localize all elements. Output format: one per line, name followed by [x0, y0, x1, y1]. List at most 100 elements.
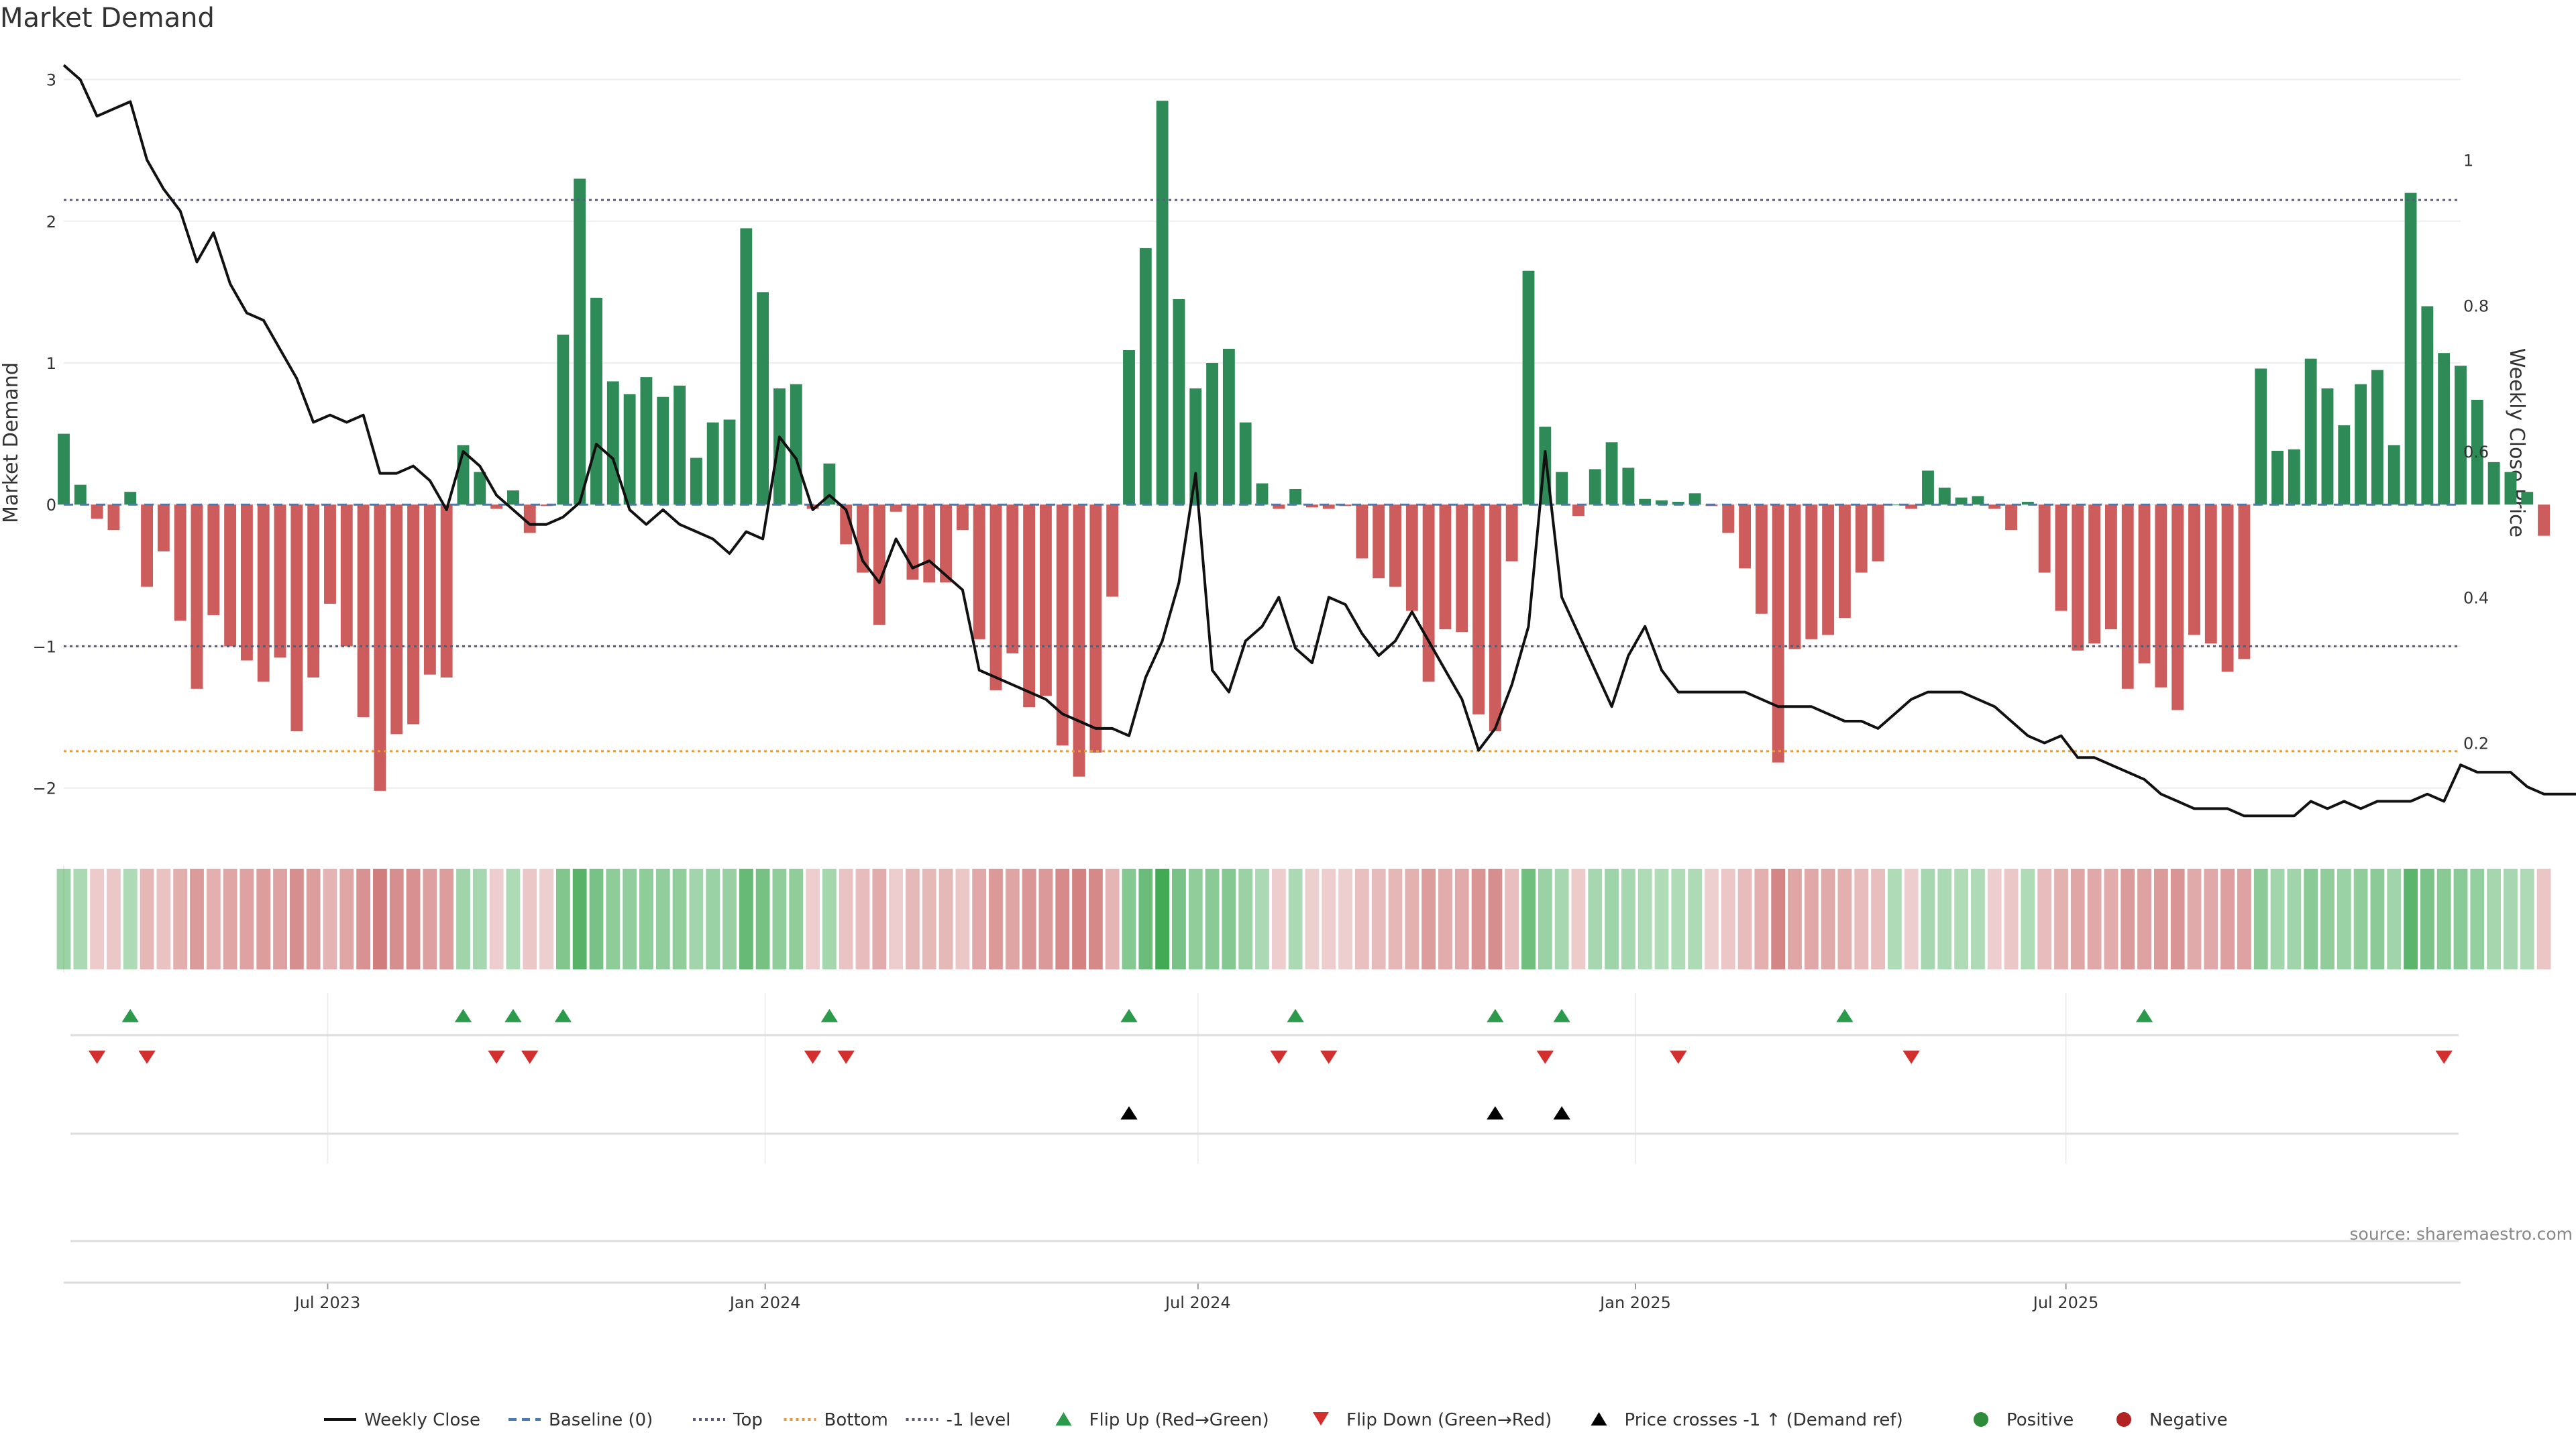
legend-item: Positive — [1974, 1410, 2074, 1430]
demand-bar — [1772, 504, 1784, 763]
legend-swatch — [1313, 1412, 1329, 1426]
heat-cell — [1788, 869, 1802, 969]
demand-bar — [1522, 270, 1535, 505]
flip-down-marker — [138, 1051, 156, 1064]
heat-cell — [938, 869, 953, 969]
demand-bar — [890, 504, 902, 512]
demand-bar — [2038, 504, 2051, 573]
demand-bar — [1572, 504, 1585, 517]
heat-cell — [2320, 869, 2334, 969]
heat-cell — [123, 869, 138, 969]
x-tick-label: Jan 2024 — [729, 1293, 801, 1312]
heat-cell — [1088, 869, 1103, 969]
demand-bar — [2288, 449, 2300, 505]
demand-bar — [307, 504, 320, 678]
demand-bar — [1222, 348, 1235, 505]
heat-cell — [1621, 869, 1635, 969]
heat-cell — [1388, 869, 1403, 969]
heat-cell — [1971, 869, 1985, 969]
demand-bar — [1322, 504, 1335, 509]
legend-item: Flip Up (Red→Green) — [1055, 1410, 1269, 1430]
heat-cell — [606, 869, 621, 969]
demand-bar — [324, 504, 336, 604]
heat-cell — [1638, 869, 1652, 969]
demand-bar — [157, 504, 170, 551]
demand-bar — [107, 504, 120, 531]
heat-cell — [1055, 869, 1070, 969]
demand-bar — [1273, 504, 1285, 509]
demand-bar — [2521, 492, 2534, 505]
demand-bar — [2338, 425, 2351, 505]
grid-layer — [63, 78, 2461, 1289]
demand-bar — [1006, 504, 1019, 653]
heat-cell — [722, 869, 737, 969]
legend-label: Positive — [2006, 1410, 2074, 1430]
demand-bar — [1373, 504, 1385, 579]
heat-cell — [406, 869, 421, 969]
demand-bar — [1339, 504, 1352, 506]
heat-cell — [772, 869, 787, 969]
flip-up-marker — [454, 1009, 472, 1022]
demand-bar — [1073, 504, 1085, 777]
demand-bar — [2438, 353, 2451, 505]
y-tick-label: 0 — [46, 496, 56, 515]
demand-bar — [58, 433, 70, 505]
flip-up-marker — [1287, 1009, 1304, 1022]
heat-cell — [639, 869, 653, 969]
demand-bar — [1023, 504, 1036, 708]
demand-bar — [2371, 370, 2383, 505]
flip-down-marker — [1320, 1051, 1338, 1064]
heat-cell — [2021, 869, 2035, 969]
heat-cell — [2187, 869, 2202, 969]
heat-cell — [56, 869, 71, 969]
flip-down-marker — [1670, 1051, 1687, 1064]
heat-cell — [2353, 869, 2368, 969]
heat-cell — [1438, 869, 1452, 969]
demand-bar — [956, 504, 969, 531]
heat-cell — [2470, 869, 2485, 969]
demand-bar — [1422, 504, 1435, 682]
heat-cell — [423, 869, 437, 969]
heat-cell — [2070, 869, 2085, 969]
demand-bar — [523, 504, 536, 533]
demand-bar — [290, 504, 303, 732]
heat-cell — [489, 869, 504, 969]
heat-cell — [1354, 869, 1369, 969]
flip-down-marker — [2435, 1051, 2453, 1064]
legend-label: Top — [733, 1410, 763, 1430]
heat-cell — [1804, 869, 1819, 969]
demand-bar — [2404, 193, 2417, 505]
heat-cell — [2253, 869, 2268, 969]
legend-swatch — [1055, 1412, 1072, 1426]
demand-bar — [989, 504, 1002, 690]
demand-bar — [2121, 504, 2134, 689]
demand-bar — [1988, 504, 2001, 509]
legend-item: Negative — [2116, 1410, 2228, 1430]
demand-heat-strip — [56, 869, 2551, 969]
demand-bar — [940, 504, 952, 583]
heat-cell — [2504, 869, 2518, 969]
heat-cell — [1322, 869, 1336, 969]
heat-cell — [1288, 869, 1303, 969]
demand-bar — [1405, 504, 1418, 611]
heat-cell — [1854, 869, 1869, 969]
legend-label: Weekly Close — [364, 1410, 480, 1430]
demand-bar — [1656, 500, 1668, 505]
demand-bar — [923, 504, 936, 583]
flip-down-marker — [521, 1051, 539, 1064]
heat-cell — [955, 869, 970, 969]
demand-bar — [623, 394, 636, 505]
demand-bar — [574, 178, 586, 505]
demand-bar — [374, 504, 386, 791]
y-tick-label: 3 — [46, 71, 56, 90]
x-tick-label: Jan 2025 — [1599, 1293, 1671, 1312]
heat-cell — [107, 869, 121, 969]
heat-cell — [2337, 869, 2351, 969]
heat-cell — [2487, 869, 2502, 969]
demand-bars — [58, 101, 2550, 791]
heat-cell — [1038, 869, 1053, 969]
flip-up-marker — [1120, 1009, 1138, 1022]
flip-down-marker — [488, 1051, 505, 1064]
heat-cell — [1721, 869, 1735, 969]
heat-cell — [456, 869, 470, 969]
